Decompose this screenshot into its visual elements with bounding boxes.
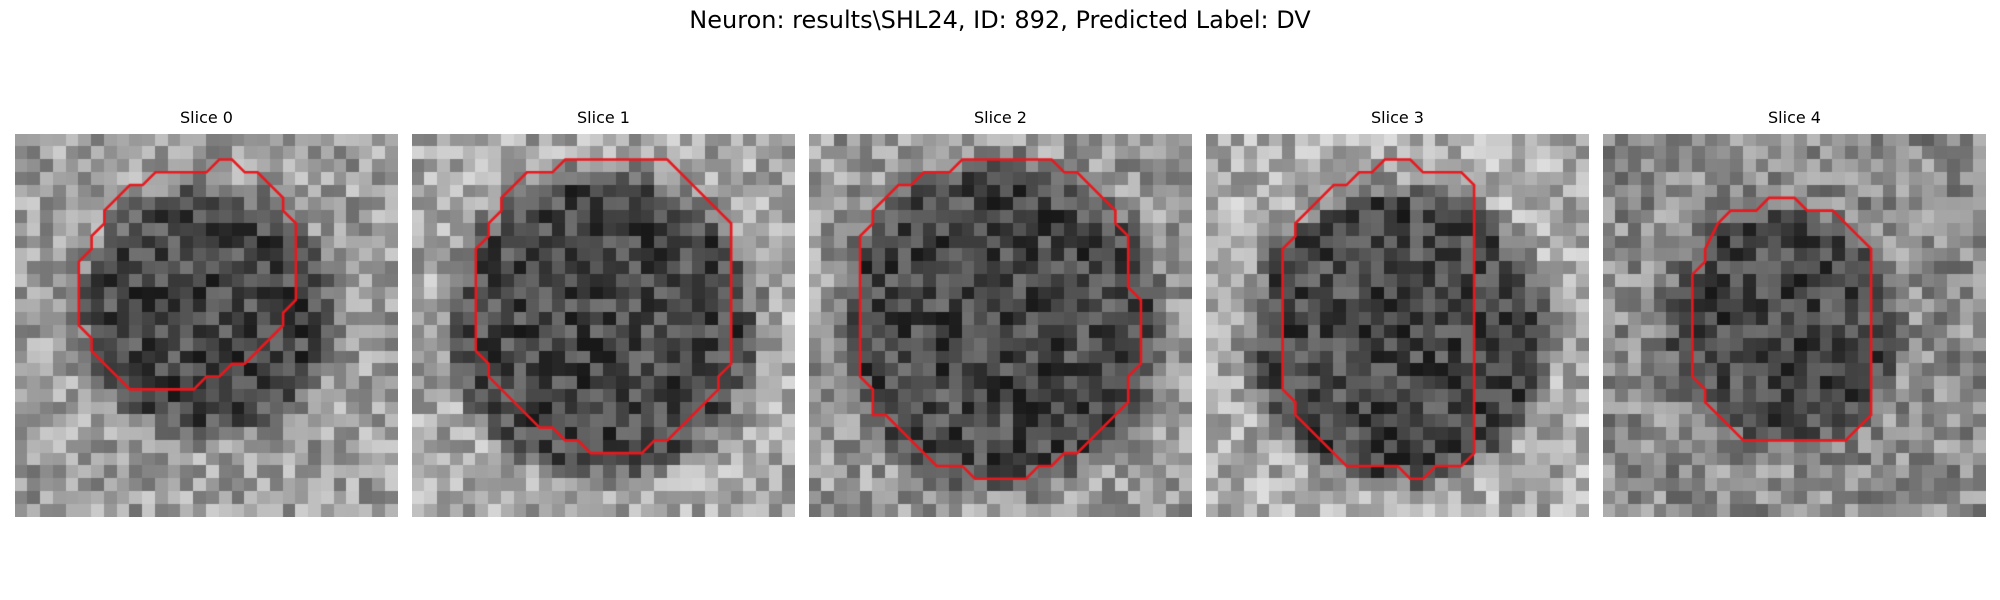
slice-image-4 <box>1603 134 1986 517</box>
slice-panel-4: Slice 4 <box>1603 108 1986 518</box>
slice-title-2: Slice 2 <box>974 108 1027 127</box>
slice-image-3 <box>1206 134 1589 517</box>
slice-image-1 <box>412 134 795 517</box>
slice-panel-0: Slice 0 <box>15 108 398 518</box>
slice-panel-2: Slice 2 <box>809 108 1192 518</box>
slice-panel-3: Slice 3 <box>1206 108 1589 518</box>
slice-title-0: Slice 0 <box>180 108 233 127</box>
slice-panel-1: Slice 1 <box>412 108 795 518</box>
figure-title: Neuron: results\SHL24, ID: 892, Predicte… <box>689 6 1311 34</box>
slice-image-2 <box>809 134 1192 517</box>
slice-image-0 <box>15 134 398 517</box>
slice-title-1: Slice 1 <box>577 108 630 127</box>
slice-title-3: Slice 3 <box>1371 108 1424 127</box>
slice-title-4: Slice 4 <box>1768 108 1821 127</box>
